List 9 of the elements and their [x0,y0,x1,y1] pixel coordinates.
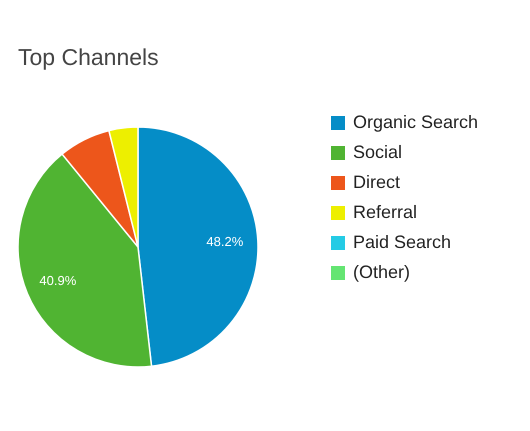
legend-label: Paid Search [353,232,452,252]
legend-label: Direct [353,172,400,192]
legend-label: Social [353,142,402,162]
legend-label: (Other) [353,262,410,282]
data-label: 40.9% [39,272,77,288]
legend-label: Organic Search [353,112,478,132]
legend-label: Referral [353,202,418,222]
chart-title: Top Channels [18,44,159,70]
data-label: 48.2% [206,234,244,250]
